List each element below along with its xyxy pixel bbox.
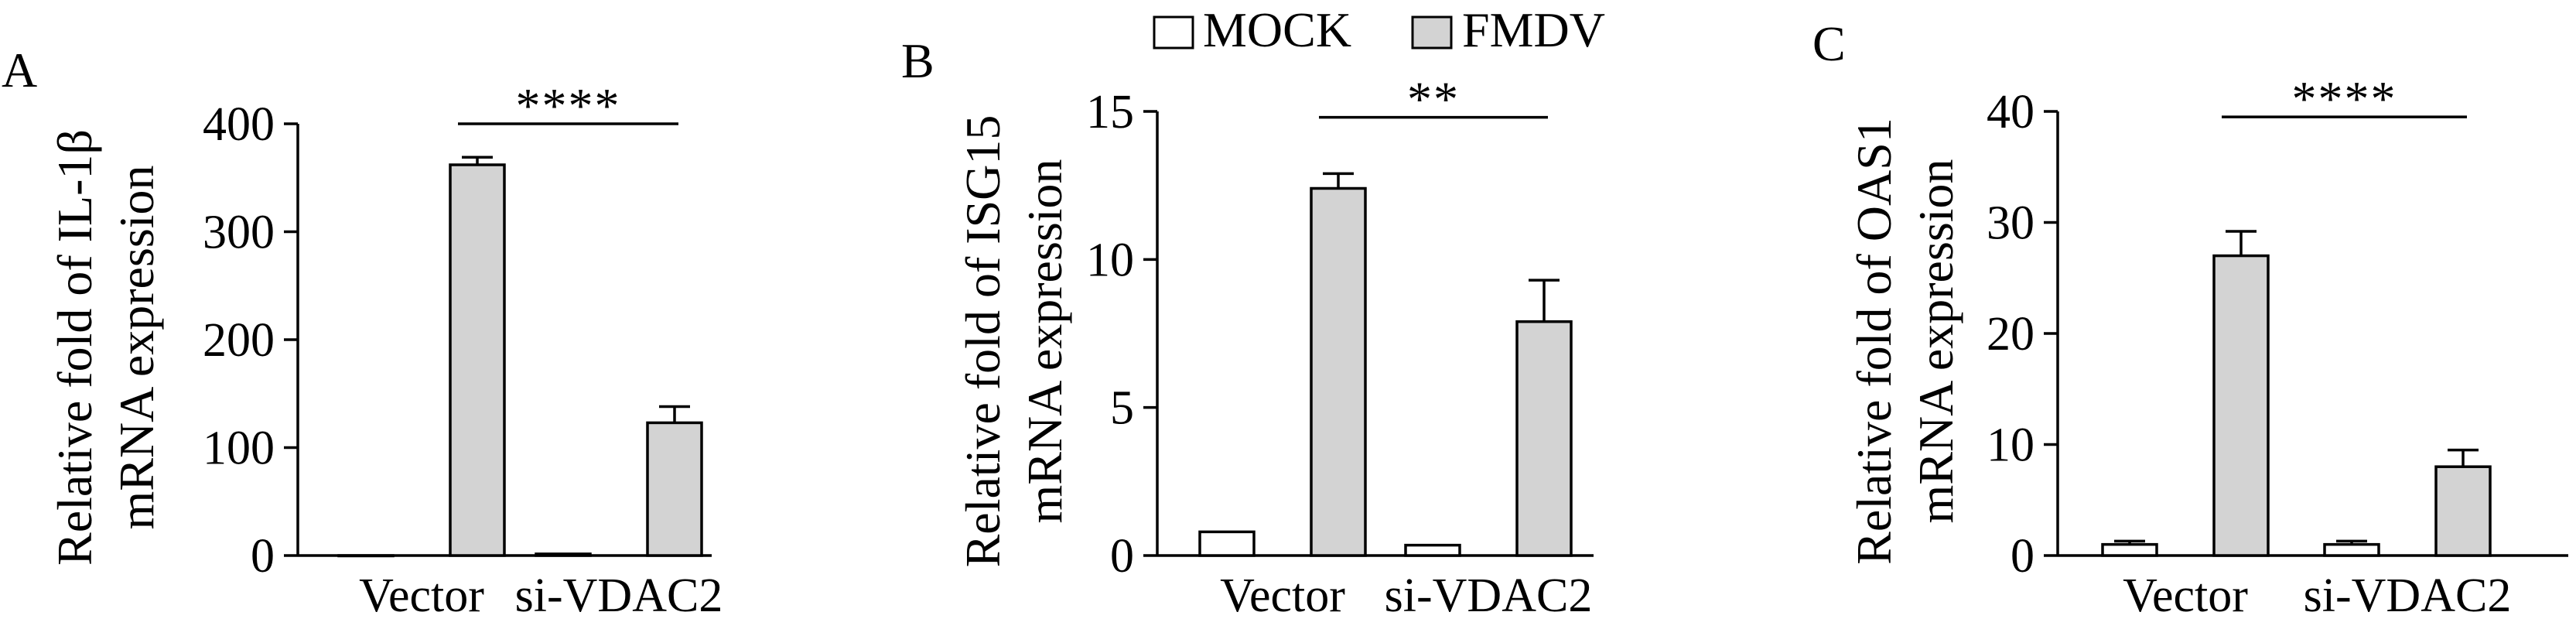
y-tick-label-b-15: 15 xyxy=(1086,86,1134,138)
bar-b-mock-vector xyxy=(1198,530,1256,557)
y-tick-label-b-5: 5 xyxy=(1110,382,1134,435)
bar-b-mock-si-vdac2 xyxy=(1404,543,1461,557)
bar-a-fmdv-vector xyxy=(449,163,506,557)
chart-panel-b: B Relative fold of ISG15 mRNA expression 0 5… xyxy=(901,33,1594,622)
panel-letter-b: B xyxy=(901,33,934,88)
y-axis-label-c-line2: mRNA expression xyxy=(1908,159,1963,523)
bar-c-mock-vector xyxy=(2101,542,2158,557)
significance-label-c: **** xyxy=(2292,71,2397,126)
y-tick-label-a-200: 200 xyxy=(203,314,275,367)
x-tick-label-b-1: si-VDAC2 xyxy=(1385,569,1593,622)
y-tick-label-c-20: 20 xyxy=(1987,308,2034,361)
y-tick-label-c-40: 40 xyxy=(1987,86,2034,138)
bar-c-fmdv-si-vdac2 xyxy=(2434,465,2492,557)
y-tick-label-a-400: 400 xyxy=(203,98,275,151)
y-tick-label-b-10: 10 xyxy=(1086,234,1134,286)
legend-label-mock: MOCK xyxy=(1203,2,1351,57)
y-tick-label-c-10: 10 xyxy=(1987,419,2034,472)
panel-letter-c: C xyxy=(1812,16,1846,71)
bar-b-fmdv-vector xyxy=(1310,186,1367,557)
x-tick-label-a-1: si-VDAC2 xyxy=(515,569,723,622)
panel-letter-a: A xyxy=(2,43,37,97)
y-axis-label-b-line1: Relative fold of ISG15 xyxy=(955,115,1010,568)
y-tick-label-c-0: 0 xyxy=(2011,530,2034,583)
x-tick-label-b-0: Vector xyxy=(1220,569,1345,622)
x-tick-label-c-1: si-VDAC2 xyxy=(2304,569,2512,622)
y-axis-label-a-line1: Relative fold of IL-1β xyxy=(47,129,102,566)
bar-c-mock-si-vdac2 xyxy=(2323,542,2380,557)
significance-label-b: ** xyxy=(1407,72,1460,127)
y-tick-label-b-0: 0 xyxy=(1110,530,1134,583)
y-axis-label-b-line2: mRNA expression xyxy=(1017,159,1072,523)
y-tick-label-c-30: 30 xyxy=(1987,197,2034,250)
legend-swatch-fmdv xyxy=(1411,15,1453,50)
bar-a-fmdv-si-vdac2 xyxy=(646,421,703,557)
bar-c-fmdv-vector xyxy=(2212,254,2270,557)
legend-label-fmdv: FMDV xyxy=(1462,2,1605,57)
bar-a-mock-si-vdac2 xyxy=(535,552,592,557)
y-tick-label-a-100: 100 xyxy=(203,422,275,475)
x-tick-label-c-0: Vector xyxy=(2123,569,2248,622)
legend-swatch-mock xyxy=(1153,15,1194,50)
x-tick-label-a-0: Vector xyxy=(359,569,484,622)
y-tick-label-a-300: 300 xyxy=(203,207,275,259)
y-axis-label-a-line2: mRNA expression xyxy=(109,165,164,529)
bar-b-fmdv-si-vdac2 xyxy=(1515,320,1573,557)
y-tick-label-a-0: 0 xyxy=(251,530,275,583)
y-axis-label-c-line1: Relative fold of OAS1 xyxy=(1847,118,1901,565)
legend: MOCK FMDV xyxy=(1153,2,1605,57)
significance-label-a: **** xyxy=(516,78,621,133)
